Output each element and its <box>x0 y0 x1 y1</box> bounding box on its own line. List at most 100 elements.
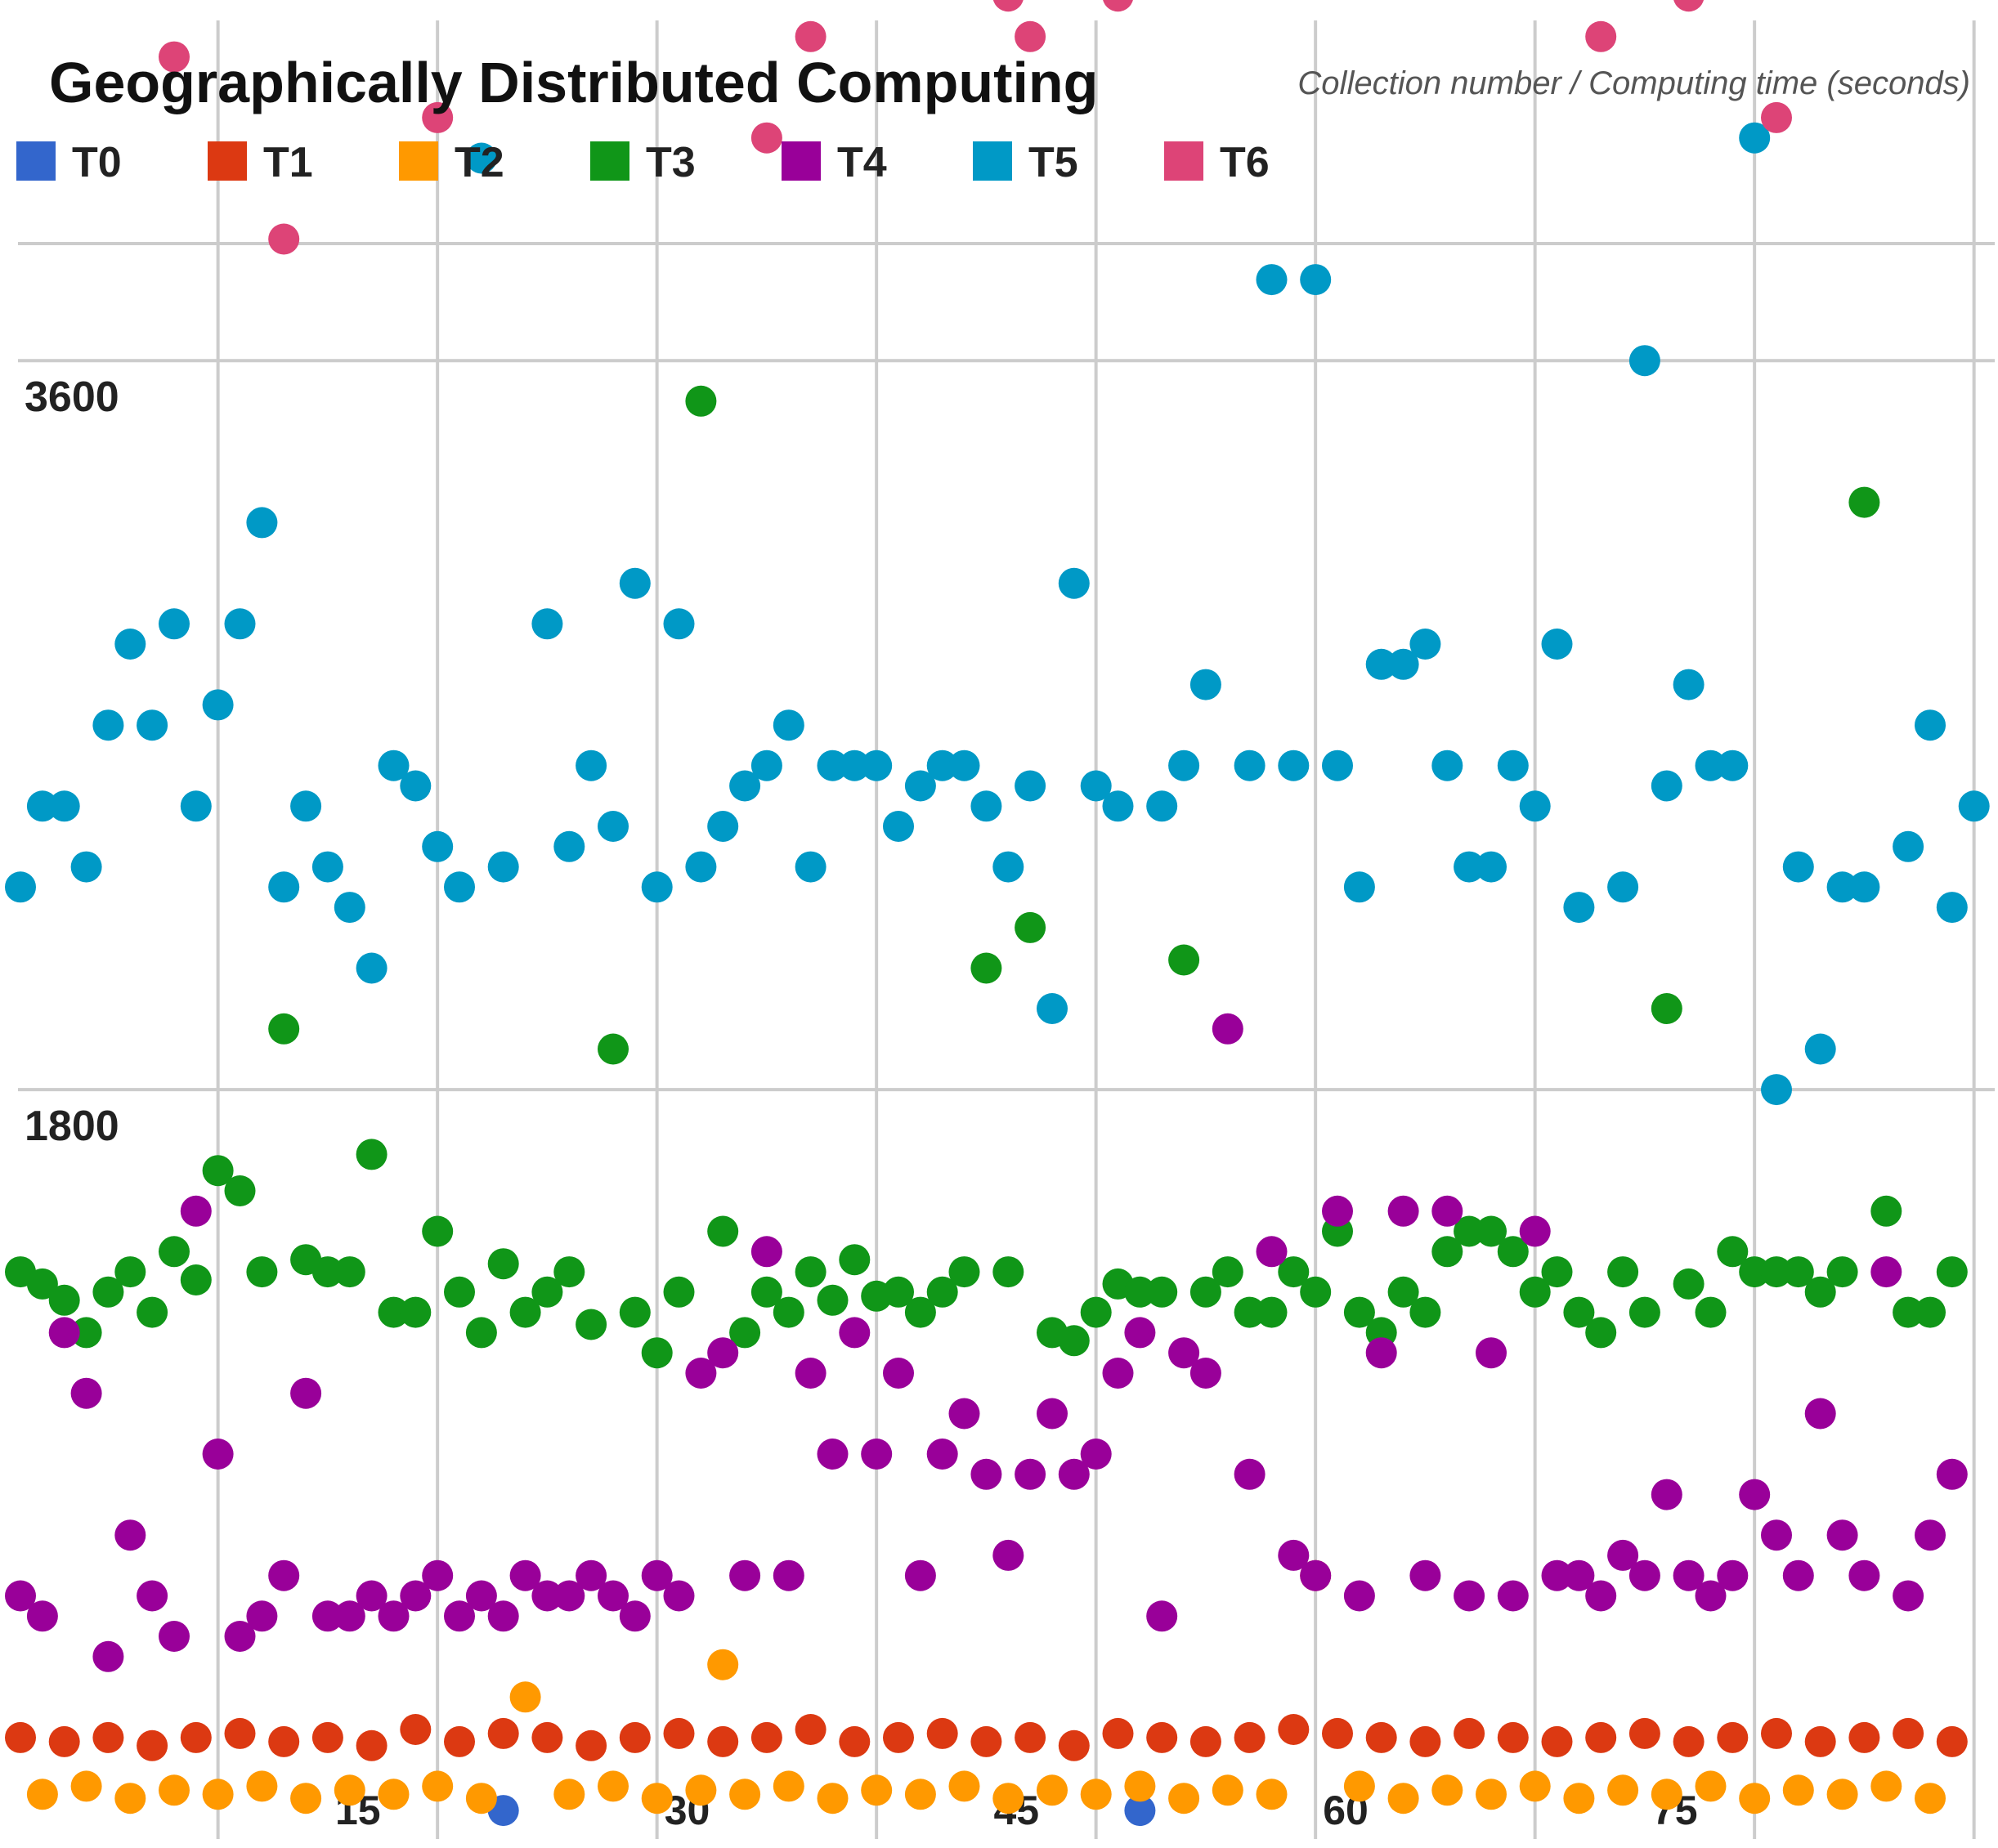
point-t5 <box>883 811 914 842</box>
point-t5 <box>1189 669 1221 700</box>
point-t5 <box>400 770 432 802</box>
point-t4 <box>290 1377 322 1409</box>
point-t4 <box>1037 1398 1068 1430</box>
point-t4 <box>1497 1580 1529 1612</box>
point-t3 <box>904 1296 936 1328</box>
point-t5 <box>487 851 519 883</box>
point-t5 <box>1015 770 1046 802</box>
point-t4 <box>48 1317 80 1349</box>
point-t3 <box>1256 1296 1288 1328</box>
point-t3 <box>1804 1276 1836 1308</box>
point-t5 <box>180 790 212 822</box>
point-t5 <box>707 811 739 842</box>
point-t1 <box>1189 1725 1221 1757</box>
point-t4 <box>926 1439 958 1470</box>
point-t5 <box>1651 770 1682 802</box>
point-t5 <box>1278 749 1310 781</box>
point-t1 <box>576 1729 607 1761</box>
point-t4 <box>1212 1013 1243 1045</box>
point-t5 <box>1037 993 1068 1024</box>
point-t1 <box>663 1717 695 1749</box>
point-t3 <box>663 1276 695 1308</box>
point-t4 <box>1146 1600 1178 1632</box>
point-t4 <box>1782 1559 1814 1591</box>
point-t5 <box>70 851 102 883</box>
y-tick-label: 1800 <box>25 1103 119 1150</box>
point-t2 <box>773 1770 804 1802</box>
point-t3 <box>1497 1236 1529 1268</box>
point-t5 <box>904 770 936 802</box>
point-t4 <box>26 1600 58 1632</box>
point-t4 <box>224 1621 256 1652</box>
point-t3 <box>1409 1296 1441 1328</box>
point-t6 <box>422 101 454 133</box>
point-t3 <box>465 1317 497 1349</box>
point-t0 <box>1124 1795 1156 1827</box>
point-t5 <box>1607 871 1639 903</box>
point-t4 <box>1278 1539 1310 1571</box>
point-t3 <box>1607 1256 1639 1288</box>
point-t5 <box>1168 749 1200 781</box>
point-t2 <box>1782 1774 1814 1806</box>
point-t4 <box>1322 1195 1353 1227</box>
point-t4 <box>268 1559 300 1591</box>
legend-swatch-t0 <box>16 141 56 181</box>
point-t5 <box>1497 749 1529 781</box>
point-t3 <box>1431 1236 1463 1268</box>
point-t5 <box>1058 567 1090 599</box>
point-t3 <box>1146 1276 1178 1308</box>
point-t2 <box>26 1779 58 1810</box>
point-t5 <box>926 749 958 781</box>
point-t3 <box>1628 1296 1660 1328</box>
point-t6 <box>795 20 827 52</box>
point-t1 <box>444 1725 475 1757</box>
point-t4 <box>509 1559 541 1591</box>
point-t1 <box>619 1721 651 1753</box>
point-t2 <box>334 1774 365 1806</box>
point-t2 <box>948 1770 980 1802</box>
point-t2 <box>114 1783 146 1814</box>
point-t1 <box>839 1725 871 1757</box>
point-t6 <box>992 0 1024 12</box>
point-t5 <box>5 871 36 903</box>
point-t2 <box>1476 1779 1507 1810</box>
point-t2 <box>904 1779 936 1810</box>
point-t5 <box>422 830 454 862</box>
point-t5 <box>1387 648 1419 680</box>
grid <box>18 20 1995 1839</box>
point-t2 <box>729 1779 761 1810</box>
point-t3 <box>1234 1296 1266 1328</box>
point-t4 <box>1915 1519 1946 1551</box>
point-t3 <box>750 1276 782 1308</box>
point-t6 <box>750 122 782 154</box>
point-t4 <box>1717 1559 1749 1591</box>
point-t5 <box>378 749 410 781</box>
point-t3 <box>1343 1296 1375 1328</box>
point-t4 <box>1563 1559 1595 1591</box>
point-t1 <box>1322 1717 1353 1749</box>
point-t3 <box>159 1236 190 1268</box>
legend-label-t6: T6 <box>1220 139 1270 186</box>
point-t2 <box>202 1779 234 1810</box>
point-t4 <box>378 1600 410 1632</box>
point-t3 <box>948 1256 980 1288</box>
point-t4 <box>992 1539 1024 1571</box>
point-t1 <box>92 1721 124 1753</box>
point-t4 <box>1739 1479 1771 1510</box>
point-t5 <box>26 790 58 822</box>
point-t1 <box>268 1725 300 1757</box>
point-t1 <box>1893 1717 1924 1749</box>
point-t1 <box>1365 1721 1397 1753</box>
point-t5 <box>1102 790 1134 822</box>
point-t6 <box>1761 101 1792 133</box>
point-t3 <box>137 1296 168 1328</box>
point-t1 <box>224 1717 256 1749</box>
point-t4 <box>1454 1580 1485 1612</box>
point-t4 <box>1607 1539 1639 1571</box>
point-t4 <box>839 1317 871 1349</box>
point-t3 <box>1080 1296 1112 1328</box>
point-t4 <box>465 1580 497 1612</box>
point-t3 <box>1015 911 1046 943</box>
point-t4 <box>1015 1458 1046 1490</box>
chart-title: Geographically Distributed Computing <box>49 51 1098 114</box>
